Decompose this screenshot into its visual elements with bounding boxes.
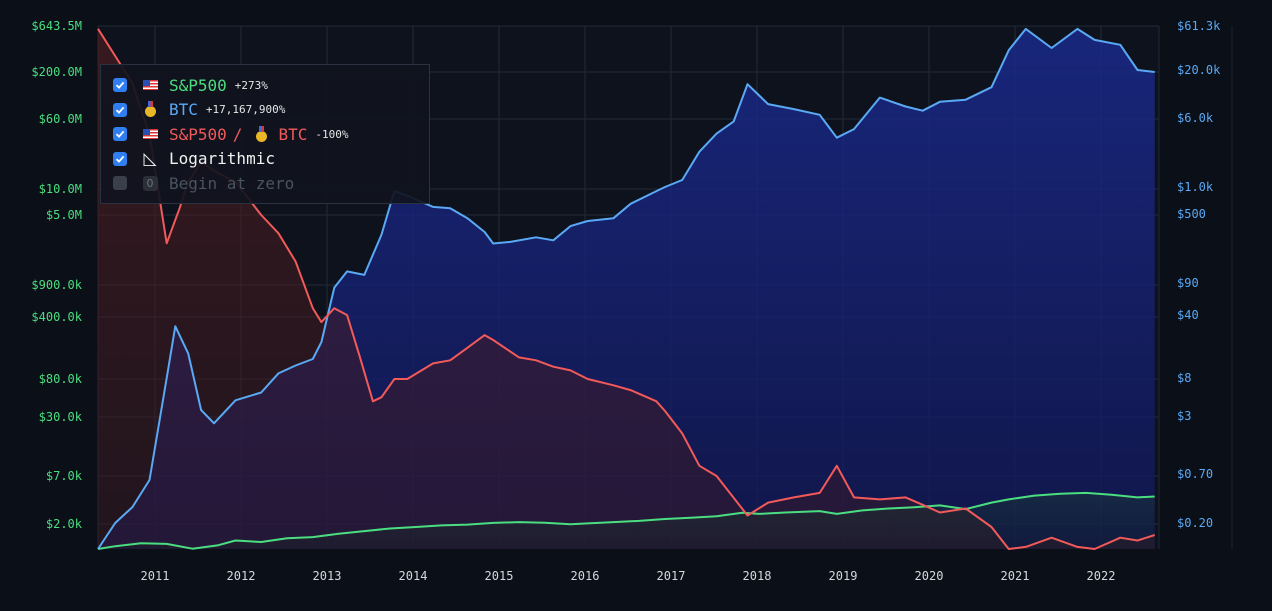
- series-line-s-p500: [97, 491, 1155, 550]
- right-axis-tick-label: $8: [1177, 371, 1191, 385]
- left-axis-tick-label: $643.5M: [31, 19, 82, 33]
- legend-row-begin-at-zero[interactable]: 0 Begin at zero: [113, 171, 429, 196]
- btc-label: BTC: [169, 100, 198, 120]
- ratio-checkbox[interactable]: [113, 127, 127, 142]
- x-axis-tick-label: 2019: [829, 569, 858, 583]
- logarithmic-label: Logarithmic: [169, 149, 275, 169]
- right-axis-tick-label: $40: [1177, 308, 1199, 322]
- x-axis-tick-label: 2020: [915, 569, 944, 583]
- left-axis-tick-label: $400.0k: [31, 310, 82, 324]
- triangle-ruler-icon: ◺: [143, 148, 157, 169]
- x-axis-tick-label: 2013: [313, 569, 342, 583]
- x-axis-tick-label: 2011: [141, 569, 170, 583]
- series-line-btc: [97, 27, 1155, 550]
- x-axis-tick-label: 2021: [1001, 569, 1030, 583]
- btc-percent: +17,167,900%: [205, 103, 286, 117]
- right-axis-tick-label: $6.0k: [1177, 111, 1214, 125]
- left-axis-tick-label: $10.0M: [39, 182, 82, 196]
- right-axis-tick-label: $90: [1177, 276, 1199, 290]
- series-area-s-p500: [98, 492, 1155, 549]
- right-axis-tick-label: $61.3k: [1177, 19, 1221, 33]
- us-flag-icon: [141, 129, 159, 140]
- x-axis-tick-label: 2016: [571, 569, 600, 583]
- ratio-slash: /: [232, 124, 243, 144]
- right-axis-tick-label: $500: [1177, 207, 1206, 221]
- right-axis-tick-label: $3: [1177, 409, 1191, 423]
- x-axis-tick-label: 2022: [1087, 569, 1116, 583]
- x-axis-tick-label: 2015: [485, 569, 514, 583]
- series-area-s-p500-btc: [98, 28, 1155, 550]
- left-axis-tick-label: $60.0M: [39, 112, 82, 126]
- zero-icon: 0: [141, 175, 159, 191]
- left-axis-tick-label: $200.0M: [31, 65, 82, 79]
- sp500-percent: +273%: [234, 78, 268, 92]
- x-axis-tick-label: 2017: [657, 569, 686, 583]
- begin-at-zero-label: Begin at zero: [169, 173, 295, 193]
- ratio-percent: -100%: [315, 127, 349, 141]
- right-axis-tick-label: $0.70: [1177, 467, 1213, 481]
- legend-row-btc[interactable]: BTC +17,167,900%: [113, 98, 429, 123]
- us-flag-icon: [141, 80, 159, 91]
- right-axis-tick-label: $1.0k: [1177, 180, 1214, 194]
- x-axis-tick-label: 2012: [227, 569, 256, 583]
- ratio-label-a: S&P500: [169, 124, 227, 144]
- right-axis-tick-label: $20.0k: [1177, 63, 1221, 77]
- x-axis-tick-label: 2018: [743, 569, 772, 583]
- left-axis-tick-label: $2.0k: [46, 517, 83, 531]
- chart-legend: S&P500 +273% BTC +17,167,900% S&P500 / B…: [100, 64, 430, 204]
- legend-row-sp500[interactable]: S&P500 +273%: [113, 73, 429, 98]
- btc-checkbox[interactable]: [113, 102, 127, 117]
- right-axis-tick-label: $0.20: [1177, 516, 1213, 530]
- x-axis-tick-label: 2014: [399, 569, 428, 583]
- left-axis-tick-label: $80.0k: [39, 372, 83, 386]
- gold-medal-icon: [252, 125, 270, 142]
- sp500-checkbox[interactable]: [113, 78, 127, 93]
- legend-row-logarithmic[interactable]: ◺ Logarithmic: [113, 147, 429, 172]
- left-axis-tick-label: $30.0k: [39, 410, 83, 424]
- begin-at-zero-checkbox[interactable]: [113, 176, 127, 191]
- left-axis-tick-label: $900.0k: [31, 278, 82, 292]
- left-axis-tick-label: $5.0M: [46, 208, 82, 222]
- sp500-label: S&P500: [169, 75, 227, 95]
- ratio-label-b: BTC: [278, 124, 308, 144]
- legend-row-ratio[interactable]: S&P500 / BTC -100%: [113, 122, 429, 147]
- left-axis-tick-label: $7.0k: [46, 469, 83, 483]
- gold-medal-icon: [141, 101, 159, 118]
- logarithmic-checkbox[interactable]: [113, 151, 127, 166]
